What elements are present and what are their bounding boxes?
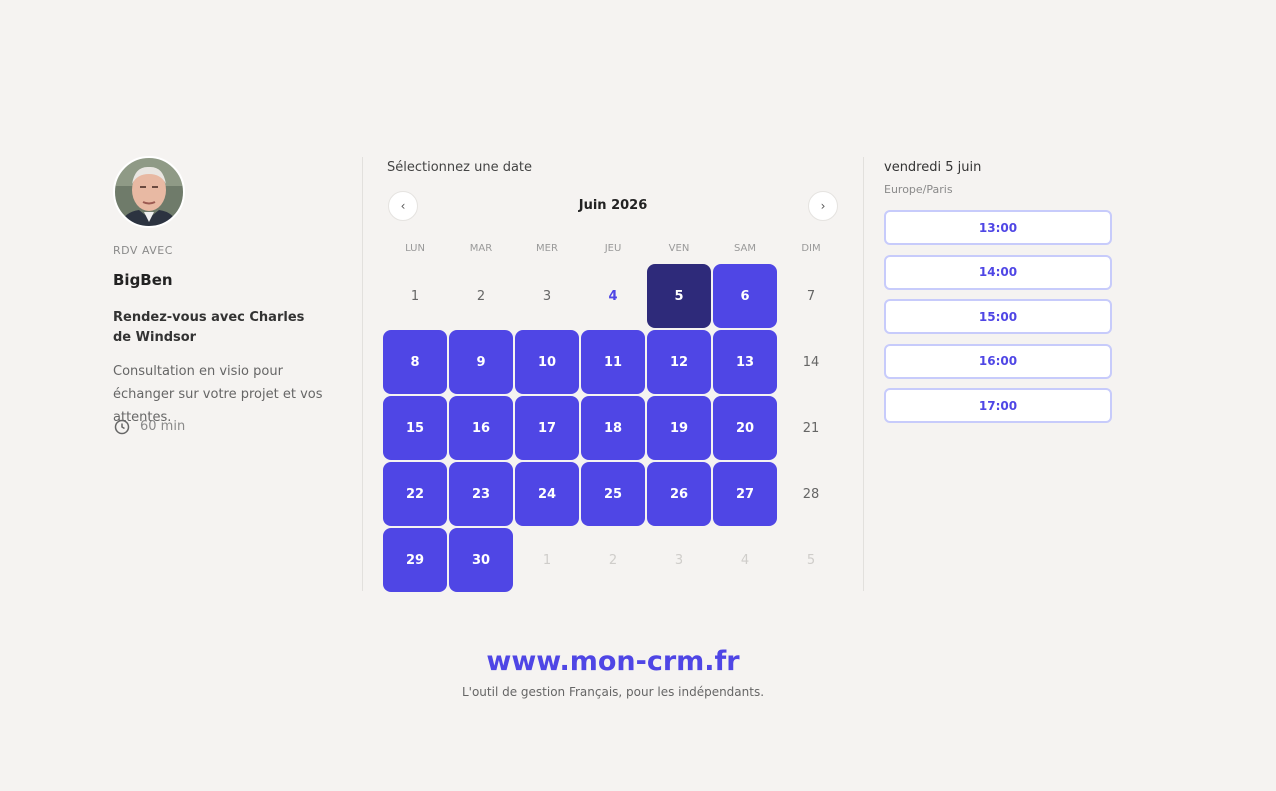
- event-description: Consultation en visio pour échanger sur …: [113, 364, 323, 425]
- day-cell: 5: [806, 552, 816, 568]
- weekday-label: DIM: [801, 243, 821, 254]
- day-cell[interactable]: 12: [647, 330, 711, 394]
- host-kicker: RDV AVEC: [113, 244, 173, 257]
- weekday-label: JEU: [604, 243, 622, 254]
- day-cell: 4: [740, 552, 750, 568]
- footer-tagline: L'outil de gestion Français, pour les in…: [461, 685, 765, 699]
- day-cell[interactable]: 10: [515, 330, 579, 394]
- day-cell[interactable]: 17: [515, 396, 579, 460]
- avatar: [113, 156, 185, 228]
- day-cell[interactable]: 29: [383, 528, 447, 592]
- day-cell: 7: [806, 288, 816, 304]
- day-cell[interactable]: 6: [713, 264, 777, 328]
- day-cell[interactable]: 5: [647, 264, 711, 328]
- day-cell[interactable]: 15: [383, 396, 447, 460]
- day-cell[interactable]: 20: [713, 396, 777, 460]
- weekday-label: LUN: [405, 243, 425, 254]
- prev-month[interactable]: ‹: [388, 191, 418, 221]
- day-cell: 2: [476, 288, 486, 304]
- day-cell: 1: [410, 288, 420, 304]
- weekday-label: MAR: [469, 243, 493, 254]
- calendar-heading: Sélectionnez une date: [387, 160, 533, 175]
- timezone: Europe/Paris: [884, 183, 953, 196]
- day-cell: 28: [802, 486, 820, 502]
- day-cell[interactable]: 9: [449, 330, 513, 394]
- time-slot[interactable]: 13:00: [884, 210, 1112, 245]
- event-title: Rendez-vous avec Charles de Windsor: [113, 310, 305, 345]
- time-slot[interactable]: 14:00: [884, 254, 1112, 290]
- day-cell[interactable]: 11: [581, 330, 645, 394]
- time-slot[interactable]: 17:00: [884, 388, 1112, 424]
- weekday-label: SAM: [733, 243, 756, 254]
- day-cell[interactable]: 25: [581, 462, 645, 526]
- weekday-label: MER: [536, 243, 558, 254]
- day-cell[interactable]: 23: [449, 462, 513, 526]
- selected-date: vendredi 5 juin: [884, 160, 982, 175]
- month-label: Juin 2026: [578, 198, 648, 213]
- day-cell[interactable]: 13: [713, 330, 777, 394]
- time-slot[interactable]: 16:00: [884, 343, 1112, 379]
- day-cell[interactable]: 27: [713, 462, 777, 526]
- weekday-label: VEN: [668, 243, 690, 254]
- day-cell[interactable]: 24: [515, 462, 579, 526]
- duration: 60 min: [140, 419, 186, 434]
- day-cell[interactable]: 8: [383, 330, 447, 394]
- day-cell: 14: [802, 354, 820, 370]
- day-cell: 3: [674, 552, 684, 568]
- day-cell: 2: [608, 552, 618, 568]
- day-cell[interactable]: 19: [647, 396, 711, 460]
- divider: [362, 157, 363, 591]
- day-cell[interactable]: 26: [647, 462, 711, 526]
- divider: [863, 157, 864, 591]
- host-name: BigBen: [113, 271, 173, 289]
- day-cell[interactable]: 18: [581, 396, 645, 460]
- day-cell[interactable]: 30: [449, 528, 513, 592]
- clock-icon: [114, 419, 130, 435]
- day-cell[interactable]: 16: [449, 396, 513, 460]
- footer-site[interactable]: www.mon-crm.fr: [486, 646, 740, 677]
- day-cell: 4: [608, 288, 618, 304]
- day-cell: 21: [802, 420, 820, 436]
- day-cell: 3: [542, 288, 552, 304]
- day-cell: 1: [542, 552, 552, 568]
- next-month[interactable]: ›: [808, 191, 838, 221]
- day-cell[interactable]: 22: [383, 462, 447, 526]
- time-slot[interactable]: 15:00: [884, 299, 1112, 335]
